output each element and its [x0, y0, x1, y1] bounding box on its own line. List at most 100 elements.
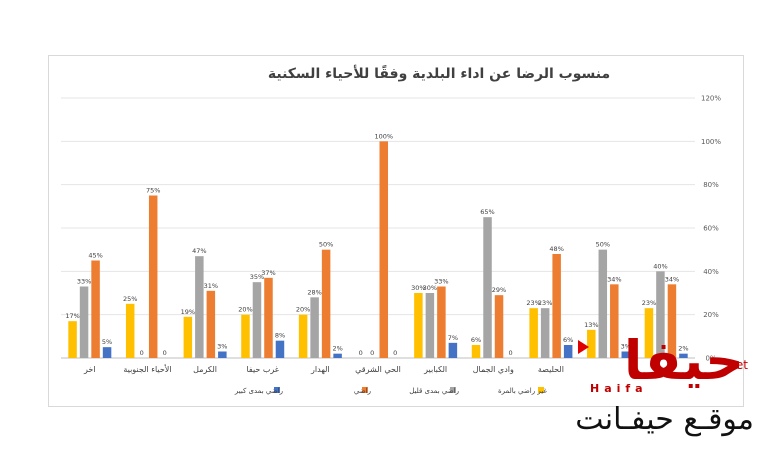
bar	[425, 293, 435, 358]
category-label: الكرمل	[193, 365, 217, 374]
y-tick-label: 100%	[701, 138, 721, 146]
category-label: الهدار	[310, 365, 330, 374]
data-label: 50%	[596, 241, 610, 249]
legend-label: غير راضي بالمرة	[498, 387, 547, 395]
bar	[656, 271, 665, 358]
category-label: الأحياء الجنوبية	[123, 364, 171, 374]
data-label: 35%	[250, 273, 264, 281]
data-label: 19%	[181, 308, 195, 316]
data-label: 0	[508, 349, 512, 357]
data-label: 40%	[653, 262, 667, 270]
logo-arabic-wordmark: حيفا	[623, 329, 744, 392]
legend-label: راضي بمدى كبير	[234, 387, 283, 395]
bar	[563, 345, 573, 358]
bar	[333, 353, 342, 358]
data-label: 37%	[261, 269, 275, 277]
bar	[298, 314, 308, 358]
y-axis-ticks: 0% 20% 40% 60% 80% 100% 120%	[701, 95, 721, 363]
bar	[195, 256, 204, 358]
gridlines	[61, 97, 695, 359]
bar	[218, 351, 227, 358]
bar	[598, 249, 608, 358]
data-label: 5%	[102, 338, 112, 346]
data-label: 34%	[607, 275, 621, 283]
category-labels: اخر الأحياء الجنوبية الكرمل غرب حيفا الهدار ا…	[83, 364, 564, 374]
legend-label: راضي	[354, 387, 371, 395]
bar	[264, 277, 273, 358]
chart-frame: منسوب الرضا عن اداء البلدية وفقًا للأحيا…	[48, 55, 744, 407]
bar	[483, 217, 492, 358]
bar	[252, 282, 262, 358]
bars	[68, 141, 688, 358]
data-label: 30%	[423, 284, 437, 292]
bar	[102, 347, 112, 358]
bar	[414, 293, 423, 358]
data-label: 20%	[296, 306, 310, 314]
bar	[679, 353, 688, 358]
data-label: 29%	[492, 286, 506, 294]
data-label: 2%	[678, 345, 688, 353]
bar	[437, 286, 446, 358]
data-label: 3%	[217, 343, 227, 351]
logo-latin-text: Haifa	[590, 382, 648, 395]
data-label: 100%	[374, 132, 393, 140]
data-label: 2%	[332, 345, 342, 353]
data-label: 23%	[642, 299, 656, 307]
logo-net-text: net	[728, 358, 748, 372]
logo-triangle-icon	[578, 340, 589, 354]
legend: راضي بمدى كبير راضي راضي بمدى قليل غير راضي…	[234, 387, 547, 395]
data-label: 33%	[77, 278, 91, 286]
bar	[275, 340, 285, 358]
data-label: 20%	[238, 306, 252, 314]
legend-swatch	[274, 387, 280, 393]
data-label: 0	[163, 349, 167, 357]
data-label: 6%	[563, 336, 573, 344]
legend-swatch	[362, 387, 368, 393]
legend-swatch	[538, 387, 544, 393]
category-label: وادي الجمال	[473, 365, 514, 374]
data-label: 25%	[123, 295, 137, 303]
data-label: 45%	[88, 252, 102, 260]
chart-title: منسوب الرضا عن اداء البلدية وفقًا للأحيا…	[268, 65, 610, 82]
y-tick-label: 0%	[705, 355, 716, 363]
y-tick-label: 20%	[703, 311, 719, 319]
chart-svg: منسوب الرضا عن اداء البلدية وفقًا للأحيا…	[61, 65, 721, 395]
bar	[68, 321, 77, 358]
bar	[125, 303, 135, 358]
bar	[321, 249, 331, 358]
bar	[148, 195, 158, 358]
bar	[552, 254, 561, 358]
y-tick-label: 60%	[703, 225, 719, 233]
bar	[667, 284, 677, 358]
data-label: 50%	[319, 241, 333, 249]
data-label: 47%	[192, 247, 206, 255]
bar	[448, 342, 458, 358]
logo-tagline: موقـع حيفـانت	[575, 402, 754, 437]
bar	[241, 314, 250, 358]
data-label: 17%	[65, 312, 79, 320]
haifanet-logo: حيفا net Haifa موقـع حيفـانت	[572, 330, 762, 445]
bar	[91, 260, 100, 358]
data-label: 0	[370, 349, 374, 357]
bar	[529, 308, 538, 358]
data-label: 34%	[665, 275, 679, 283]
data-label: 0	[140, 349, 144, 357]
data-labels: 17% 33% 45% 5% 25% 0 75% 0 19% 47% 31% 3% 20% 35%37% 8…	[65, 132, 688, 357]
y-tick-label: 80%	[703, 181, 719, 189]
data-label: 48%	[549, 245, 563, 253]
category-label: الحي الشرقي	[355, 365, 401, 374]
category-label: اخر	[83, 365, 96, 374]
data-label: 65%	[480, 208, 494, 216]
bar	[610, 284, 619, 358]
data-label: 75%	[146, 187, 160, 195]
bar	[494, 295, 504, 358]
bar	[206, 290, 216, 358]
data-label: 3%	[621, 343, 631, 351]
data-label: 13%	[584, 321, 598, 329]
data-label: 0	[393, 349, 397, 357]
data-label: 28%	[307, 288, 321, 296]
y-tick-label: 120%	[701, 95, 721, 103]
data-label: 23%	[526, 299, 540, 307]
bar	[379, 141, 388, 358]
data-label: 6%	[471, 336, 481, 344]
